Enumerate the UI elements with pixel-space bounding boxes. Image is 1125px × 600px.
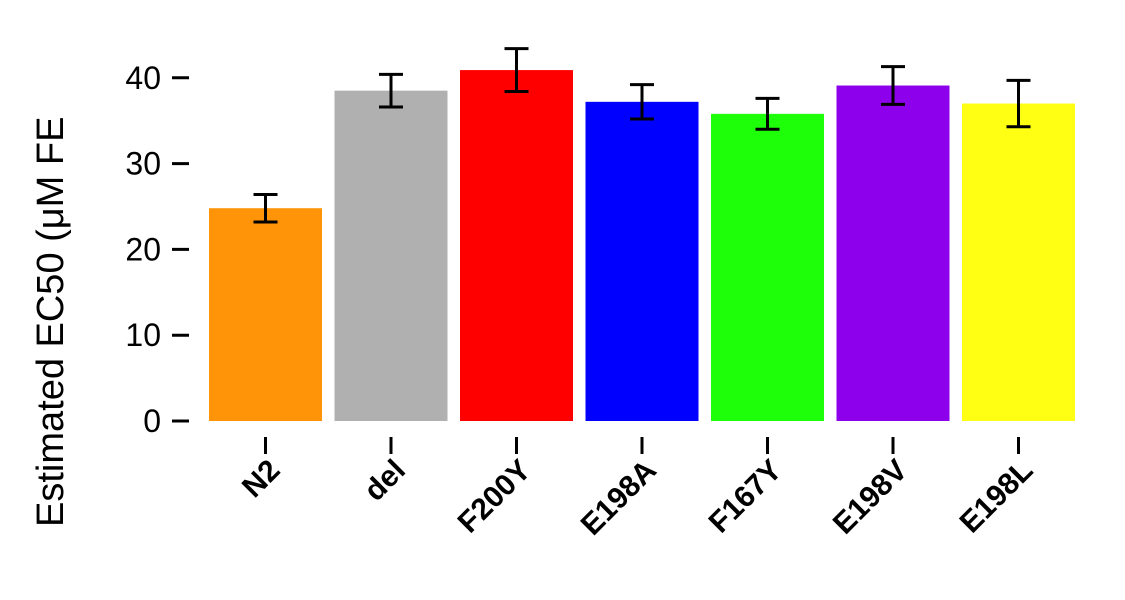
y-tick-label: 0: [143, 403, 161, 439]
y-tick-label: 40: [125, 60, 161, 96]
bar-e198a: [585, 101, 699, 421]
x-axis: N2 del F200Y E198A F167Y E198V E198L: [236, 437, 1039, 542]
bar-n2: [209, 208, 322, 421]
bars: [209, 70, 1075, 422]
error-bar-e198l: [1006, 78, 1031, 129]
x-tick-label: N2: [236, 454, 286, 504]
x-tick-label: E198L: [954, 454, 1040, 540]
bar-f200y: [460, 70, 573, 421]
bar-f167y: [711, 113, 824, 421]
error-bar-e198a: [630, 83, 654, 121]
y-tick-label: 30: [125, 146, 161, 182]
y-tick-label: 20: [125, 231, 161, 267]
y-tick-label: 10: [125, 317, 161, 353]
error-bar-f167y: [755, 96, 780, 131]
x-tick-label: del: [358, 454, 412, 508]
bar-del: [334, 90, 448, 422]
error-bars: [253, 47, 1031, 224]
bar-e198l: [962, 103, 1075, 421]
x-tick-label: F167Y: [703, 454, 789, 540]
error-bar-f200y: [504, 47, 529, 94]
error-bar-del: [379, 72, 403, 109]
error-bar-e198v: [881, 65, 905, 106]
y-axis: 0 10 20 30 40: [125, 60, 189, 439]
x-tick-label: F200Y: [452, 454, 538, 540]
y-axis-label: Estimated EC50 (μM FE: [30, 117, 72, 527]
error-bar-n2: [253, 192, 278, 224]
x-tick-label: E198V: [827, 454, 914, 541]
x-tick-label: E198A: [575, 454, 663, 542]
bar-e198v: [836, 85, 950, 421]
